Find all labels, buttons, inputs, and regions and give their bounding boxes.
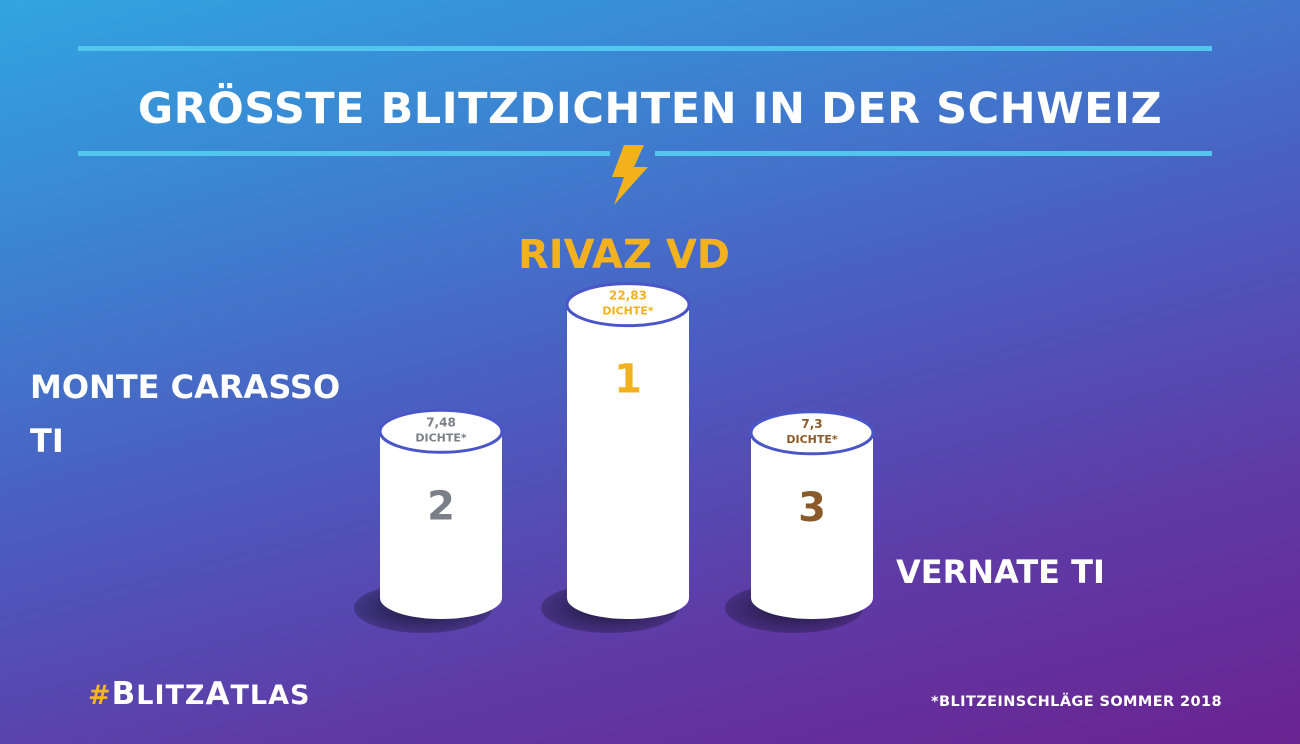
- lightning-bolt-icon: [612, 145, 648, 205]
- unit-label-rivaz: DICHTE*: [602, 305, 654, 318]
- bar-top-rivaz: [565, 282, 691, 328]
- data-label-rivaz: 22,83: [609, 289, 647, 303]
- footnote: *BLITZEINSCHLÄGE SOMMER 2018: [931, 694, 1222, 710]
- page-title: GRÖSSTE BLITZDICHTEN IN DER SCHWEIZ: [137, 84, 1163, 134]
- bar-top-vernate: [749, 410, 875, 456]
- rank-monte-carasso: 2: [427, 483, 455, 529]
- data-label-monte-carasso: 7,48: [426, 415, 456, 429]
- hashtag-tlas: TLAS: [230, 680, 311, 711]
- bar-vernate: [751, 432, 873, 619]
- title-rule-bottom-left: [78, 151, 610, 156]
- label-monte-carasso-line2: TI: [30, 422, 64, 460]
- unit-label-monte-carasso: DICHTE*: [415, 431, 467, 444]
- unit-label-vernate: DICHTE*: [786, 433, 838, 446]
- hashtag-a: A: [205, 676, 231, 712]
- blitzatlas-hashtag: #BLITZATLAS: [88, 676, 310, 712]
- bar-top-monte-carasso: [378, 408, 504, 454]
- label-rivaz: RIVAZ VD: [518, 232, 730, 278]
- title-rule-bottom-right: [655, 151, 1212, 156]
- label-vernate: VERNATE TI: [896, 553, 1105, 591]
- rank-vernate: 3: [798, 485, 826, 531]
- hashtag-litz: LITZ: [136, 680, 206, 711]
- bar-monte-carasso: [380, 431, 502, 619]
- bar-rivaz: [567, 304, 689, 619]
- title-rule-top: [78, 46, 1212, 51]
- hashtag-hash: #: [88, 680, 112, 711]
- hashtag-b: B: [111, 676, 137, 712]
- rank-rivaz: 1: [614, 357, 642, 403]
- data-label-vernate: 7,3: [801, 417, 822, 431]
- label-monte-carasso-line1: MONTE CARASSO: [30, 368, 341, 406]
